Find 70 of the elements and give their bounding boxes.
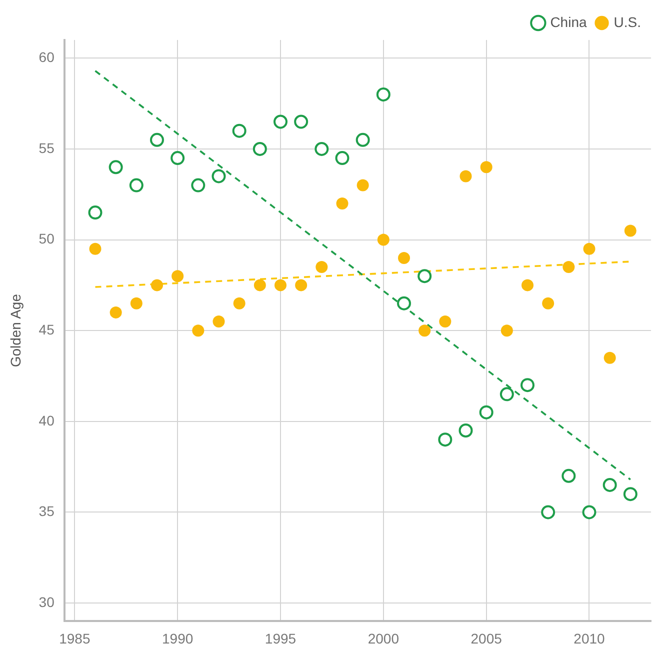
- point: [316, 261, 328, 274]
- y-tick-label: 35: [38, 503, 55, 520]
- point: [129, 178, 144, 192]
- point: [254, 279, 266, 292]
- point: [418, 324, 431, 337]
- point: [294, 114, 308, 129]
- point: [520, 378, 534, 392]
- point: [500, 387, 514, 402]
- point: [377, 234, 390, 246]
- point: [274, 279, 286, 292]
- x-tick-label: 2005: [470, 630, 502, 646]
- point: [130, 297, 142, 310]
- point: [89, 242, 102, 255]
- x-tick-label: 1995: [264, 630, 296, 646]
- x-tick-label: 1985: [59, 630, 90, 646]
- point: [604, 352, 616, 364]
- point: [542, 297, 554, 310]
- point: [212, 316, 225, 328]
- point: [232, 124, 246, 138]
- x-tick-label: 2010: [574, 630, 606, 646]
- point: [233, 297, 246, 310]
- point: [418, 269, 432, 284]
- point: [336, 197, 348, 210]
- point: [295, 279, 308, 292]
- point: [335, 151, 350, 166]
- point: [151, 279, 163, 292]
- y-tick-label: 50: [38, 230, 55, 247]
- point: [314, 142, 329, 156]
- point: [192, 324, 204, 337]
- x-tick-label: 1990: [162, 630, 194, 646]
- y-tick-label: 60: [38, 49, 55, 66]
- y-tick-label: 40: [38, 412, 55, 428]
- point: [88, 206, 102, 220]
- point: [212, 169, 226, 184]
- point: [479, 405, 494, 420]
- point: [356, 179, 369, 192]
- point: [397, 296, 411, 310]
- y-axis-title: Golden Age: [7, 294, 24, 368]
- point: [480, 161, 492, 174]
- point: [460, 170, 472, 182]
- point: [583, 242, 596, 255]
- point: [623, 487, 638, 502]
- point: [150, 132, 164, 147]
- y-tick-label: 45: [38, 321, 55, 338]
- legend-label: China: [550, 14, 587, 30]
- point: [170, 151, 185, 166]
- point: [500, 324, 513, 337]
- point: [582, 505, 596, 520]
- point: [376, 87, 390, 102]
- y-tick-label: 55: [38, 140, 55, 156]
- point: [110, 306, 122, 318]
- point: [108, 160, 123, 174]
- point: [562, 468, 576, 483]
- point: [398, 252, 410, 264]
- point: [274, 114, 288, 129]
- point: [172, 270, 184, 282]
- y-tick-label: 30: [38, 594, 55, 610]
- point: [438, 432, 452, 447]
- point: [602, 478, 617, 492]
- point: [191, 178, 206, 192]
- point: [439, 316, 452, 328]
- point: [522, 279, 534, 292]
- legend-label: U.S.: [614, 14, 642, 30]
- point: [252, 142, 267, 156]
- point: [458, 423, 473, 438]
- point: [541, 505, 556, 520]
- point: [356, 132, 370, 147]
- point: [624, 224, 636, 237]
- point: [562, 261, 575, 274]
- x-tick-label: 2000: [368, 630, 400, 646]
